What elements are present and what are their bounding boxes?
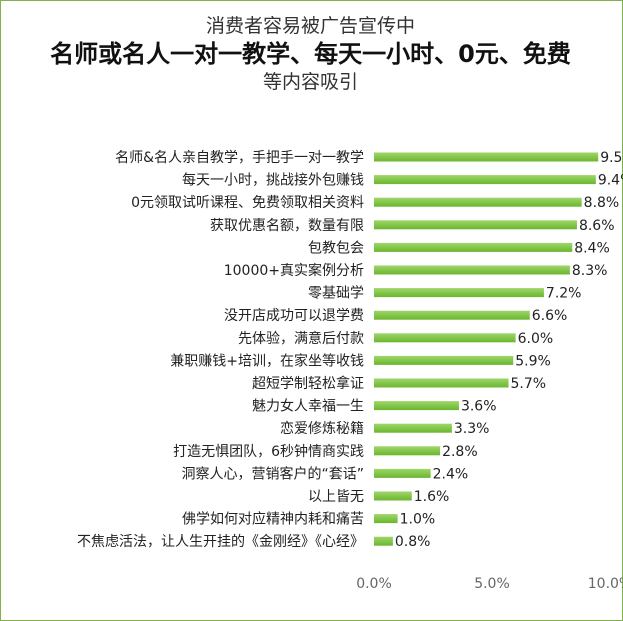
bar (374, 468, 431, 478)
value-label: 2.8% (442, 444, 478, 460)
value-label: 3.3% (454, 421, 490, 437)
x-axis: 0.0% 5.0% 10.0% (356, 576, 623, 592)
category-label: 获取优惠名额，数量有限 (210, 218, 364, 234)
title-line-2: 名师或名人一对一教学、每天一小时、0元、免费 (50, 40, 571, 68)
category-label: 不焦虑活法，让人生开挂的《金刚经》《心经》 (77, 534, 364, 550)
bar (374, 355, 514, 365)
title-line-3: 等内容吸引 (262, 71, 358, 93)
value-label: 8.8% (584, 195, 620, 211)
value-label: 6.6% (532, 308, 568, 324)
category-label: 洞察人心，营销客户的“套话” (181, 465, 364, 482)
value-label: 9.4% (598, 173, 623, 189)
category-label: 先体验，满意后付款 (238, 330, 364, 347)
value-label: 7.2% (546, 286, 582, 302)
bar (374, 197, 582, 207)
value-label: 2.4% (433, 466, 469, 482)
bar (374, 265, 570, 275)
bar (374, 514, 398, 524)
category-label: 零基础学 (308, 285, 364, 302)
bar (374, 333, 516, 343)
value-label: 0.8% (395, 534, 431, 550)
bar (374, 491, 412, 501)
category-label: 打造无惧团队，6秒钟情商实践 (173, 443, 364, 460)
category-label: 名师&名人亲自教学，手把手一对一教学 (115, 150, 364, 166)
bar (374, 378, 509, 388)
x-tick-label: 5.0% (474, 576, 510, 592)
bar (374, 152, 599, 162)
category-label: 没开店成功可以退学费 (224, 308, 364, 324)
title-line-1: 消费者容易被广告宣传中 (205, 15, 415, 37)
value-label: 9.5% (600, 150, 623, 166)
value-label: 3.6% (461, 399, 497, 415)
bar (374, 288, 544, 298)
value-label: 5.7% (511, 376, 547, 392)
category-label: 兼职赚钱+培训，在家坐等收钱 (170, 352, 364, 369)
category-label: 每天一小时，挑战接外包赚钱 (182, 172, 364, 189)
value-label: 1.0% (400, 512, 436, 528)
category-label: 0元领取试听课程、免费领取相关资料 (131, 195, 364, 211)
category-label: 包教包会 (308, 240, 364, 256)
category-label: 10000+真实案例分析 (224, 262, 364, 279)
bar (374, 175, 596, 185)
x-tick-label: 0.0% (356, 576, 392, 592)
bar (374, 423, 452, 433)
bar (374, 401, 459, 411)
bar (374, 242, 573, 252)
value-label: 6.0% (518, 331, 554, 347)
value-label: 5.9% (515, 353, 551, 369)
bars-group: 名师&名人亲自教学，手把手一对一教学 9.5% 每天一小时，挑战接外包赚钱 9.4% 0… (77, 150, 623, 550)
category-label: 魅力女人幸福一生 (252, 398, 364, 415)
category-label: 恋爱修炼秘籍 (280, 420, 364, 437)
value-label: 8.3% (572, 263, 608, 279)
bar (374, 446, 441, 456)
x-tick-label: 10.0% (588, 576, 623, 592)
category-label: 佛学如何对应精神内耗和痛苦 (182, 511, 364, 528)
bar (374, 310, 530, 320)
value-label: 1.6% (414, 489, 450, 505)
value-label: 8.6% (579, 218, 615, 234)
category-label: 超短学制轻松拿证 (252, 375, 364, 392)
bar (374, 220, 577, 230)
chart-title: 消费者容易被广告宣传中 名师或名人一对一教学、每天一小时、0元、免费 等内容吸引 (0, 14, 621, 94)
category-label: 以上皆无 (308, 489, 364, 505)
value-label: 8.4% (574, 240, 610, 256)
bar (374, 536, 393, 546)
